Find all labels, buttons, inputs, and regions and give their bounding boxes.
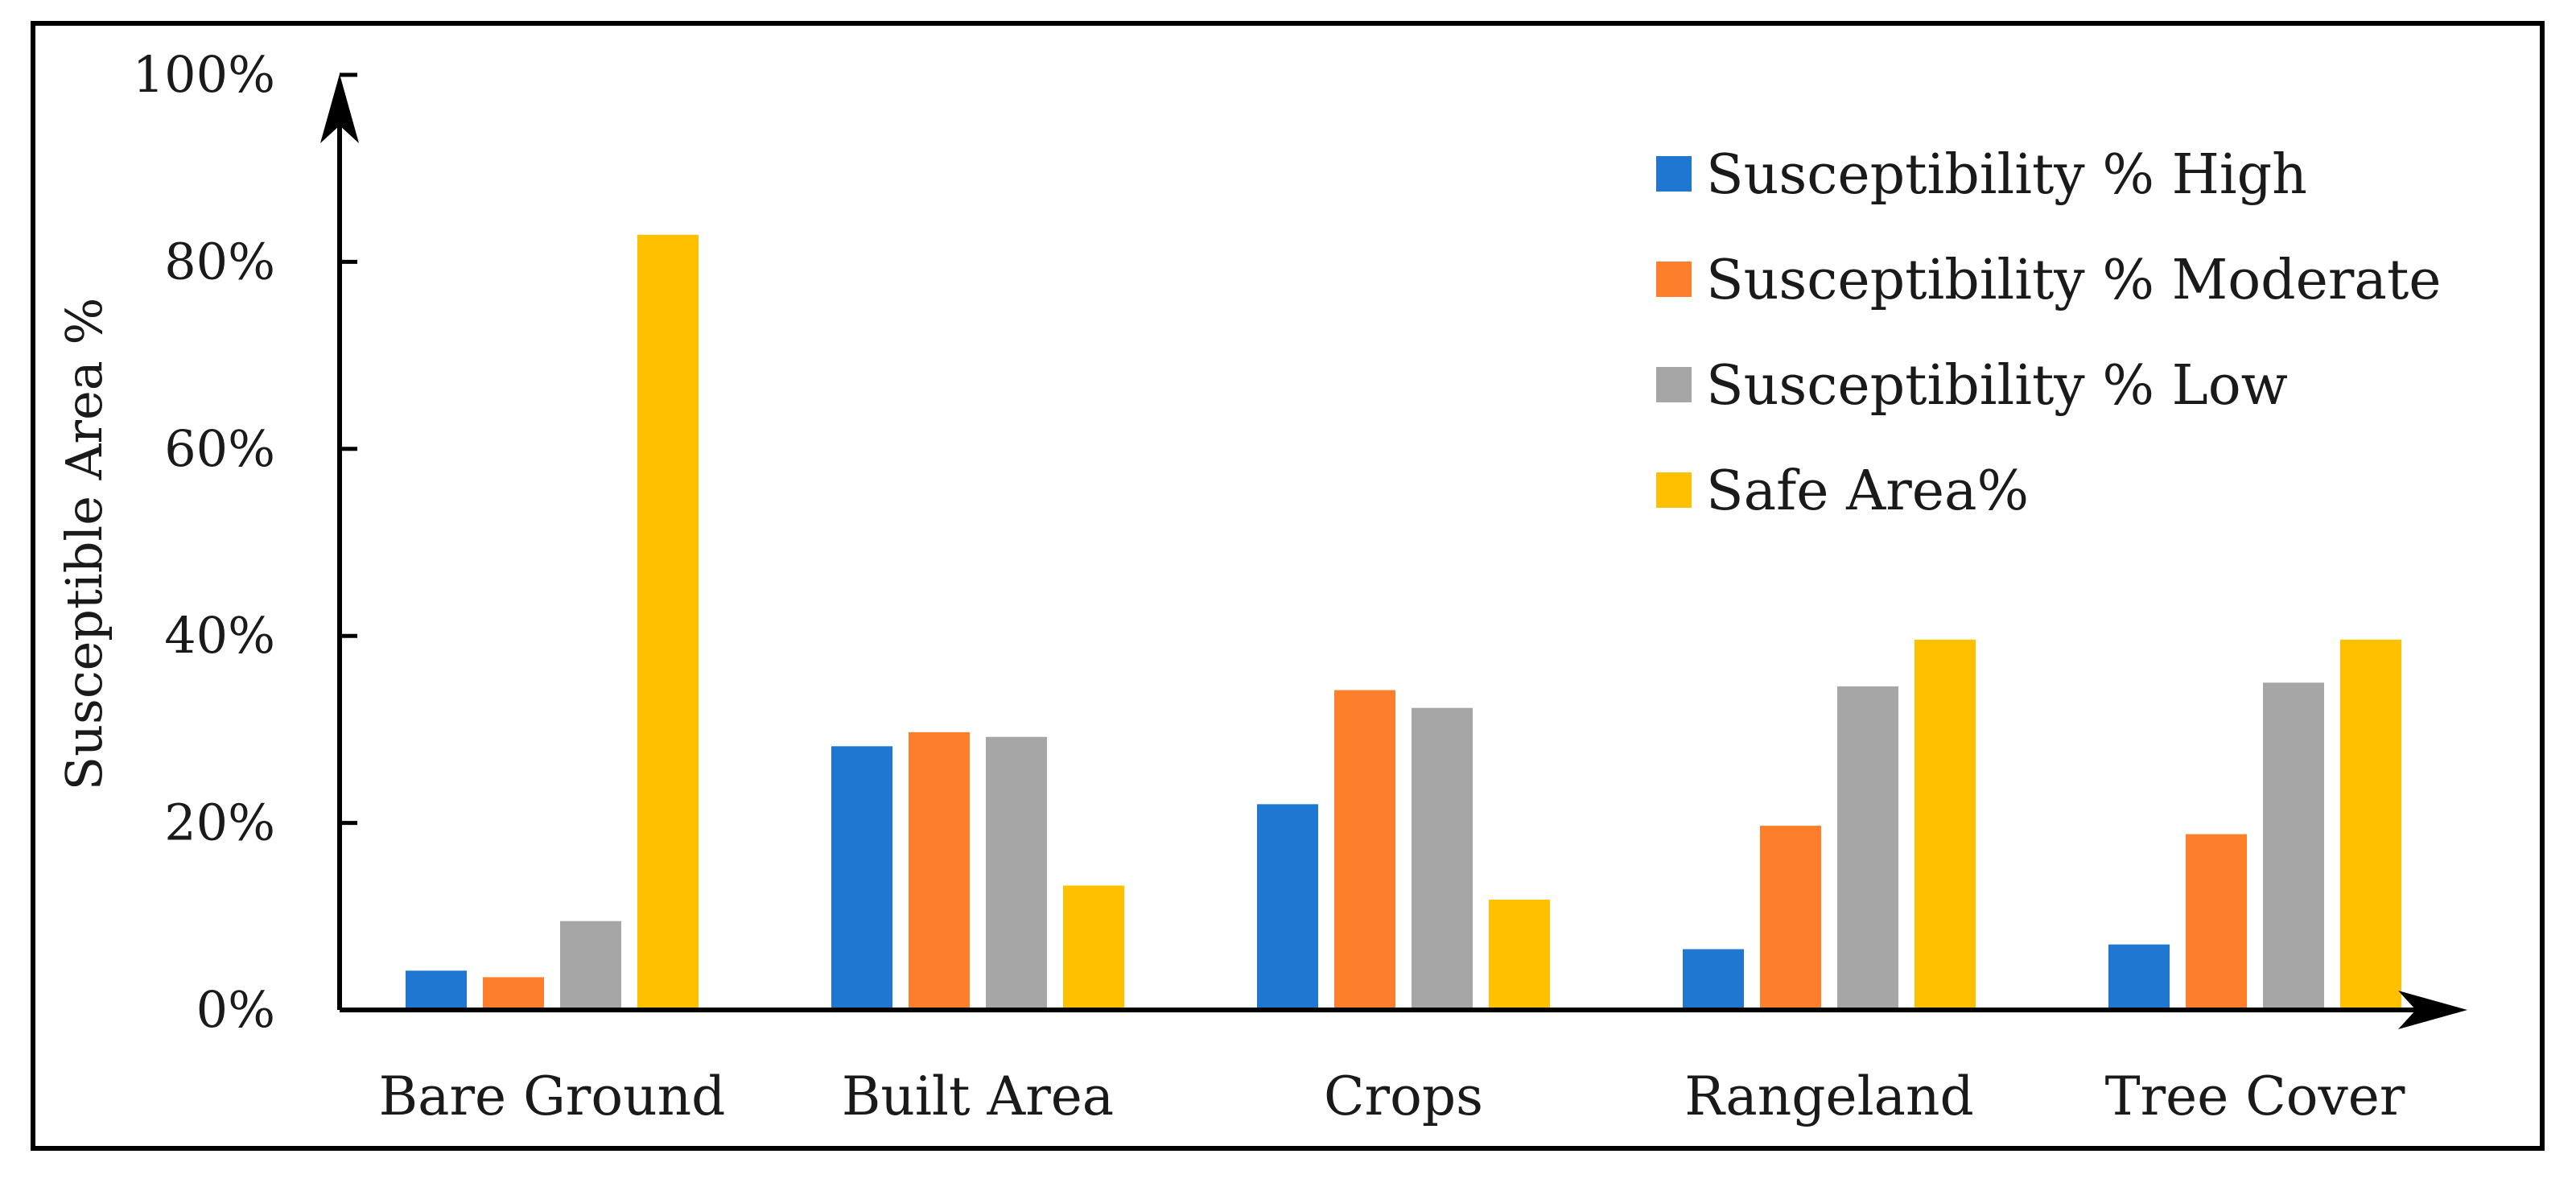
bar — [2186, 834, 2247, 1010]
legend-label: Susceptibility % Moderate — [1706, 249, 2442, 312]
y-tick-label: 100% — [133, 45, 275, 104]
bar — [1334, 690, 1395, 1010]
y-tick-label: 60% — [164, 419, 275, 478]
category-label: Crops — [1324, 1065, 1483, 1127]
bar — [1760, 826, 1821, 1010]
bar — [1257, 804, 1318, 1010]
category-label: Bare Ground — [379, 1065, 726, 1127]
bar — [560, 921, 621, 1010]
bar — [986, 736, 1047, 1010]
x-axis-arrowhead — [2398, 991, 2467, 1029]
legend-label: Susceptibility % Low — [1706, 354, 2288, 418]
legend-label: Susceptibility % High — [1706, 143, 2307, 207]
bar — [2108, 944, 2170, 1010]
bar — [483, 977, 544, 1010]
y-tick-label: 0% — [196, 980, 275, 1039]
bar — [406, 971, 467, 1010]
category-label: Tree Cover — [2105, 1065, 2405, 1127]
bar — [2263, 682, 2324, 1010]
bar — [909, 731, 970, 1010]
bar — [831, 746, 892, 1010]
bar — [1914, 639, 1976, 1010]
y-tick-label: 20% — [164, 793, 275, 852]
y-tick-label: 80% — [164, 232, 275, 291]
legend-swatch — [1656, 472, 1692, 508]
category-label: Built Area — [842, 1065, 1114, 1127]
bar — [1063, 885, 1124, 1010]
y-axis-arrowhead — [320, 74, 359, 143]
legend-swatch — [1656, 262, 1692, 297]
legend-label: Safe Area% — [1706, 460, 2029, 523]
y-tick-label: 40% — [164, 606, 275, 665]
legend-swatch — [1656, 156, 1692, 192]
legend-swatch — [1656, 367, 1692, 402]
bar — [1489, 899, 1550, 1010]
bar — [1837, 686, 1898, 1010]
bar — [1683, 949, 1744, 1010]
bar — [1412, 707, 1473, 1010]
bar — [637, 234, 699, 1010]
bar — [2340, 639, 2401, 1010]
category-label: Rangeland — [1684, 1065, 1974, 1127]
y-axis-title: Susceptible Area % — [55, 298, 113, 791]
